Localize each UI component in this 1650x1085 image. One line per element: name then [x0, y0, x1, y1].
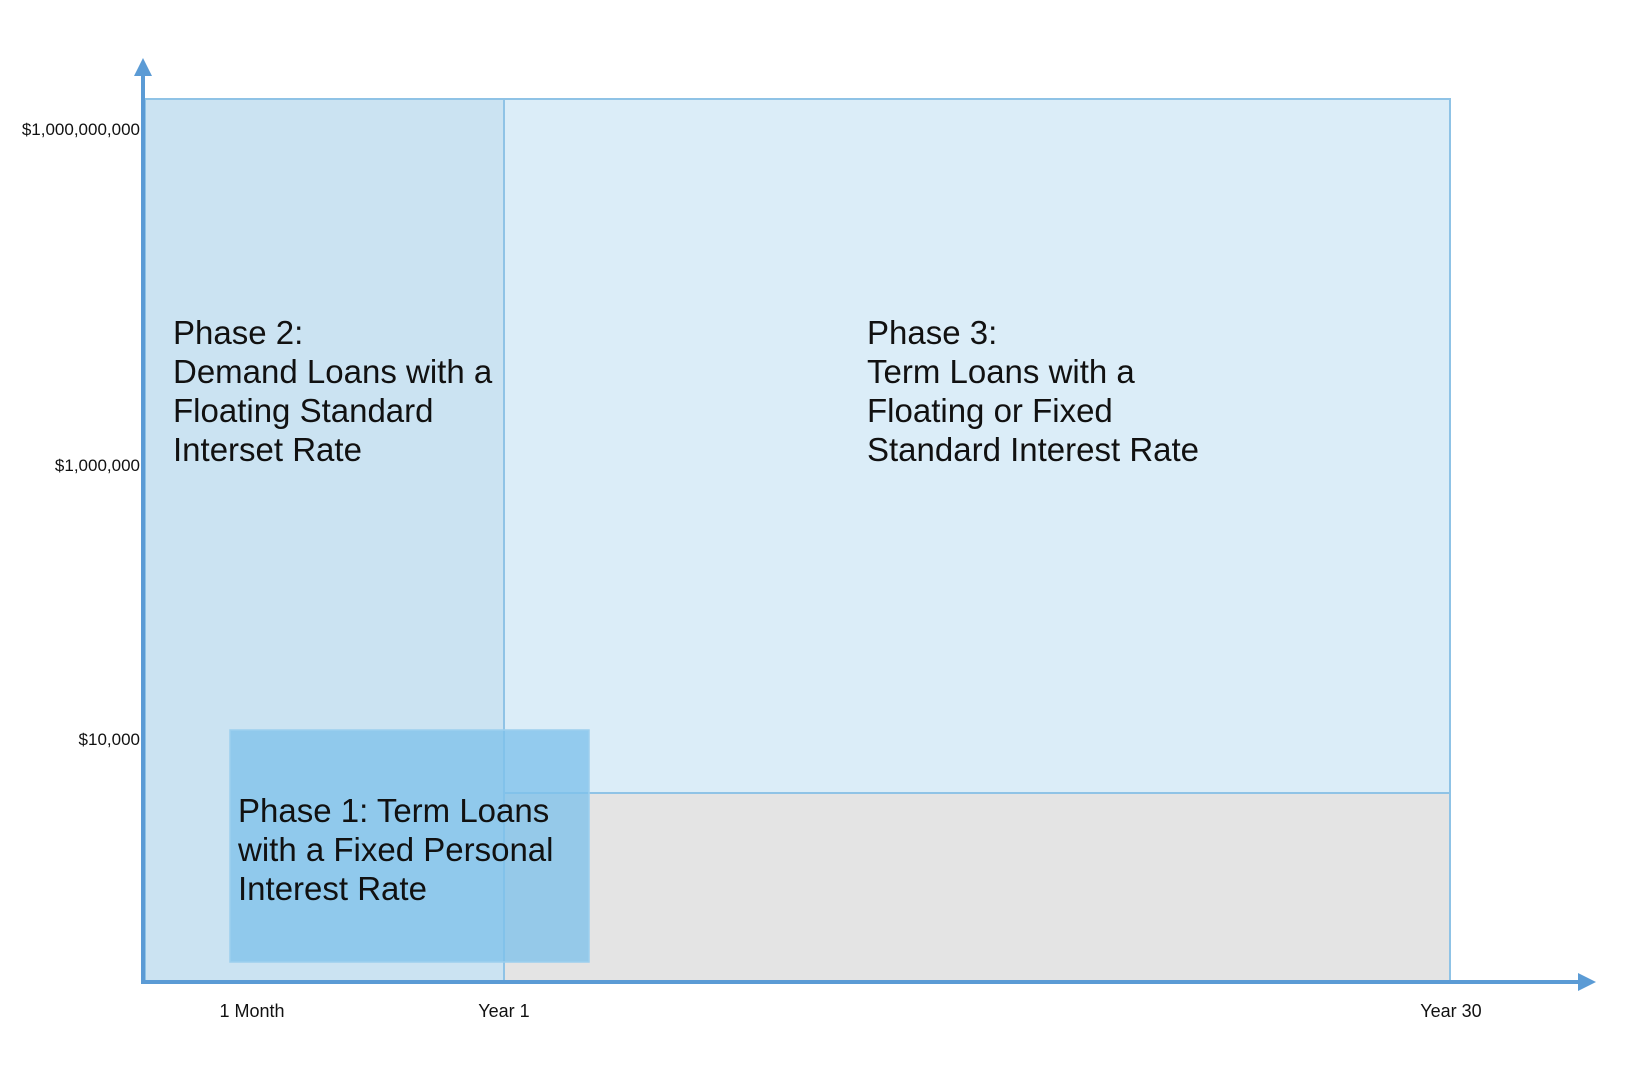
phase2-label-line: Phase 2: [173, 314, 303, 351]
gray-region [503, 792, 1451, 984]
x-tick-label: Year 30 [1420, 1001, 1481, 1021]
phase2-label-line: Interset Rate [173, 431, 362, 468]
phase1-label: Phase 1: Term Loans with a Fixed Persona… [237, 792, 563, 907]
phase2-label-line: Demand Loans with a [173, 353, 493, 390]
x-axis-arrow-icon [1578, 973, 1596, 991]
y-tick-label: $10,000 [79, 730, 140, 749]
x-tick-label: 1 Month [219, 1001, 284, 1021]
phase3-label-line: Term Loans with a [867, 353, 1135, 390]
phase2-label-line: Floating Standard [173, 392, 434, 429]
phase1-label-line: with a Fixed Personal [237, 831, 553, 868]
y-tick-label: $1,000,000,000 [22, 120, 140, 139]
x-tick-label: Year 1 [478, 1001, 529, 1021]
y-axis-arrow-icon [134, 58, 152, 76]
phase3-region [503, 98, 1451, 796]
phase1-region [229, 729, 590, 963]
phase3-label-line: Phase 3: [867, 314, 997, 351]
phase1-label-line: Phase 1: Term Loans [238, 792, 549, 829]
phase3-label-line: Floating or Fixed [867, 392, 1113, 429]
phase3-label-line: Standard Interest Rate [867, 431, 1199, 468]
y-tick-label: $1,000,000 [55, 456, 140, 475]
phase1-label-line: Interest Rate [238, 870, 427, 907]
phase2-label: Phase 2: Demand Loans with a Floating St… [173, 314, 501, 468]
phase3-label: Phase 3: Term Loans with a Floating or F… [867, 314, 1199, 468]
